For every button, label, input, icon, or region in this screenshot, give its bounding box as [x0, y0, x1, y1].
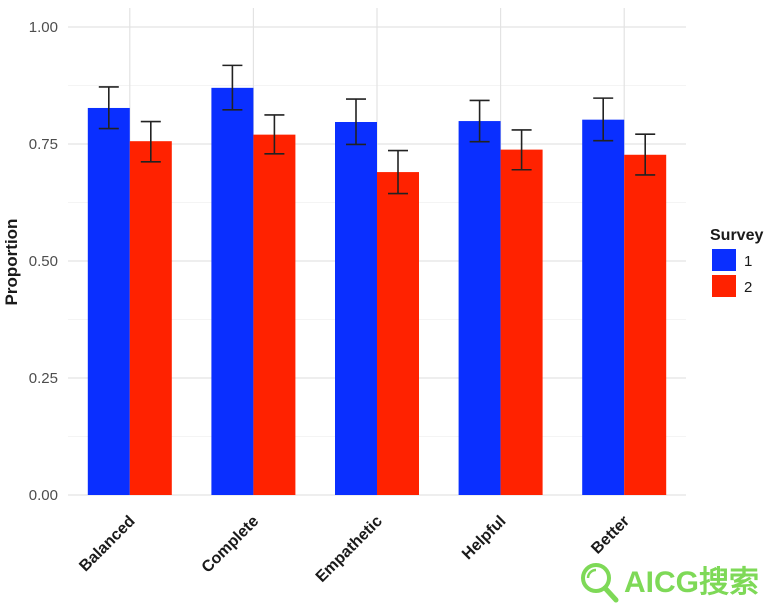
- bar-helpful-survey-2: [500, 149, 543, 495]
- bar-empathetic-survey-1: [335, 122, 377, 495]
- magnifier-icon: [581, 563, 619, 603]
- error-bar-balanced-survey-1: [98, 86, 119, 130]
- y-tick-label: 0.25: [29, 370, 58, 387]
- bar-complete-survey-1: [211, 87, 254, 495]
- error-bar-empathetic-survey-2: [388, 149, 408, 195]
- legend-label-survey-2: 2: [744, 279, 752, 296]
- x-tick-label-balanced: Balanced: [76, 513, 138, 575]
- y-tick-label: 1.00: [29, 19, 58, 36]
- x-tick-label-helpful: Helpful: [459, 513, 509, 563]
- error-bar-empathetic-survey-1: [346, 98, 366, 146]
- legend-label-survey-1: 1: [744, 253, 752, 270]
- bars: [87, 87, 667, 496]
- watermark-text: AICG搜索: [624, 566, 759, 599]
- bar-empathetic-survey-2: [377, 172, 419, 495]
- x-tick-label-complete: Complete: [199, 513, 263, 577]
- y-tick-label: 0.00: [29, 487, 58, 504]
- error-bar-helpful-survey-1: [469, 99, 490, 143]
- y-axis-label: Proportion: [2, 219, 21, 306]
- bar-complete-survey-2: [253, 134, 296, 495]
- legend: Survey 1 2: [710, 227, 763, 297]
- legend-swatch-survey-1: [712, 249, 736, 271]
- y-tick-label: 0.50: [29, 253, 58, 270]
- watermark: AICG搜索: [581, 563, 759, 603]
- bar-balanced-survey-2: [129, 141, 172, 495]
- x-tick-label-better: Better: [588, 513, 633, 558]
- y-axis-ticks: 0.00 0.25 0.50 0.75 1.00: [29, 19, 58, 504]
- x-tick-label-empathetic: Empathetic: [313, 513, 386, 586]
- bar-better-survey-1: [582, 119, 625, 495]
- error-bar-better-survey-2: [635, 133, 656, 176]
- x-axis-ticks: Balanced Complete Empathetic Helpful Better: [76, 513, 633, 586]
- error-bar-balanced-survey-2: [140, 120, 161, 163]
- error-bar-complete-survey-1: [222, 64, 243, 111]
- legend-title: Survey: [710, 227, 763, 244]
- legend-swatch-survey-2: [712, 275, 736, 297]
- bar-better-survey-2: [624, 154, 667, 495]
- error-bar-complete-survey-2: [264, 114, 285, 155]
- error-bar-better-survey-1: [593, 97, 614, 142]
- error-bars: [98, 64, 656, 195]
- bar-helpful-survey-1: [458, 121, 501, 496]
- error-bar-helpful-survey-2: [511, 129, 532, 171]
- bar-balanced-survey-1: [87, 107, 130, 496]
- y-tick-label: 0.75: [29, 136, 58, 153]
